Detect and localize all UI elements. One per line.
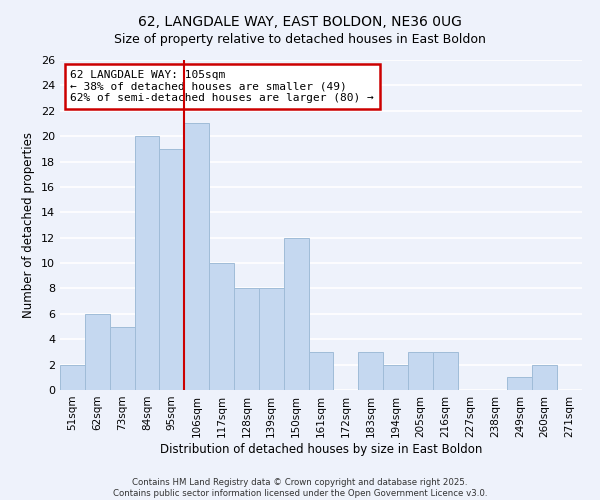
Bar — [259, 288, 284, 390]
Text: Size of property relative to detached houses in East Boldon: Size of property relative to detached ho… — [114, 32, 486, 46]
Bar — [209, 263, 234, 390]
Bar — [508, 378, 532, 390]
Bar — [134, 136, 160, 390]
Bar — [532, 364, 557, 390]
Bar — [60, 364, 85, 390]
Bar — [383, 364, 408, 390]
Bar — [358, 352, 383, 390]
Bar — [308, 352, 334, 390]
Bar — [85, 314, 110, 390]
Text: 62, LANGDALE WAY, EAST BOLDON, NE36 0UG: 62, LANGDALE WAY, EAST BOLDON, NE36 0UG — [138, 15, 462, 29]
Text: Contains HM Land Registry data © Crown copyright and database right 2025.
Contai: Contains HM Land Registry data © Crown c… — [113, 478, 487, 498]
Bar — [433, 352, 458, 390]
Bar — [160, 149, 184, 390]
Bar — [408, 352, 433, 390]
Bar — [184, 124, 209, 390]
X-axis label: Distribution of detached houses by size in East Boldon: Distribution of detached houses by size … — [160, 442, 482, 456]
Text: 62 LANGDALE WAY: 105sqm
← 38% of detached houses are smaller (49)
62% of semi-de: 62 LANGDALE WAY: 105sqm ← 38% of detache… — [70, 70, 374, 103]
Bar — [234, 288, 259, 390]
Y-axis label: Number of detached properties: Number of detached properties — [22, 132, 35, 318]
Bar — [110, 326, 134, 390]
Bar — [284, 238, 308, 390]
